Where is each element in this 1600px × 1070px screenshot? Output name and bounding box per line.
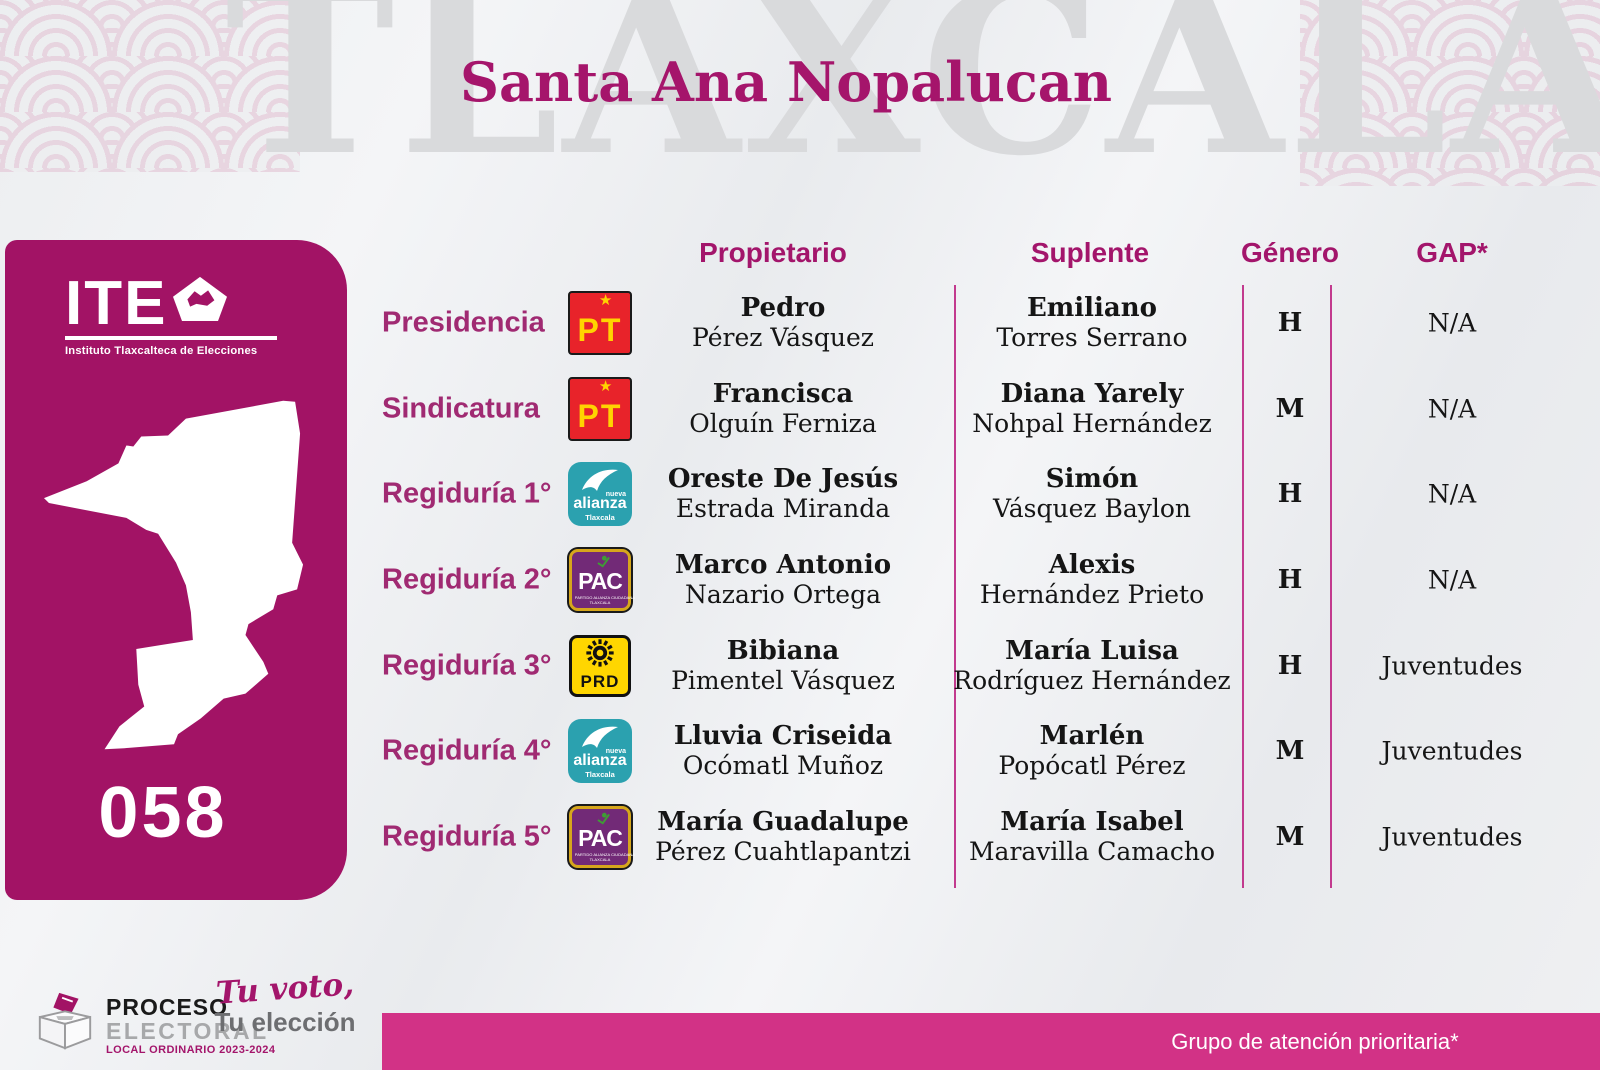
- propietario-name: Bibiana Pimentel Vásquez: [671, 635, 895, 695]
- party-logo: ★ PT: [568, 376, 632, 441]
- swoosh-icon: [582, 469, 618, 492]
- suplente-name: Alexis Hernández Prieto: [979, 550, 1205, 610]
- column-header-gap: GAP*: [1416, 237, 1488, 268]
- proceso-line3: LOCAL ORDINARIO 2023-2024: [106, 1044, 276, 1056]
- genero-value: H: [1277, 650, 1303, 681]
- genero-value: M: [1275, 736, 1305, 767]
- column-header-genero: Género: [1240, 237, 1340, 268]
- suplente-name: Marlén Popócatl Pérez: [998, 721, 1186, 781]
- wave-pattern-top-left: [0, 0, 300, 172]
- party-logo: nueva alianza Tlaxcala: [568, 462, 632, 527]
- column-divider: [1330, 285, 1332, 888]
- suplente-name: María Luisa Rodríguez Hernández: [953, 635, 1231, 695]
- column-divider: [1242, 285, 1244, 888]
- party-logo-pac: PAC PARTIDO ALIANZA CIUDADANA TLAXCALA: [569, 806, 635, 869]
- table-row: Sindicatura ★ PT Francisca Olguín Ferniza…: [370, 366, 1570, 452]
- table-row: Regiduría 3° PRD Bibiana Pimentel Vásquez…: [370, 623, 1570, 709]
- swoosh-icon: [582, 727, 618, 749]
- position-label: Regiduría 2°: [382, 563, 552, 596]
- proceso-line1: PROCESO: [106, 994, 229, 1020]
- ite-logo: ITE Instituto Tlaxcalteca de Elecciones: [65, 269, 277, 357]
- suplente-name: María Isabel Maravilla Camacho: [968, 807, 1216, 867]
- municipality-card: ITE Instituto Tlaxcalteca de Elecciones …: [5, 240, 347, 900]
- genero-value: M: [1275, 393, 1305, 424]
- table-row: Regiduría 5° PAC PARTIDO ALIANZA CIUDADA…: [370, 794, 1570, 880]
- municipality-number: 058: [98, 773, 228, 853]
- party-logo-nueva-alianza: nueva alianza Tlaxcala: [568, 462, 632, 527]
- table-rows: Presidencia ★ PT Pedro Pérez Vásquez Emil…: [370, 280, 1570, 880]
- table-row: Regiduría 1° nueva alianza Tlaxcala Ores…: [370, 451, 1570, 537]
- municipality-title: Santa Ana Nopalucan: [460, 50, 1112, 114]
- candidates-table: Propietario Suplente Género GAP* Preside…: [370, 225, 1570, 890]
- gap-value: N/A: [1427, 308, 1477, 338]
- sun-icon: [586, 639, 614, 667]
- suplente-name: Emiliano Torres Serrano: [996, 292, 1188, 352]
- ite-underline: [65, 336, 277, 340]
- gap-footnote-banner: Grupo de atención prioritaria*: [382, 1013, 1600, 1070]
- party-logo-pt: ★ PT: [568, 290, 632, 355]
- position-label: Sindicatura: [382, 392, 540, 425]
- gap-value: Juventudes: [1381, 736, 1523, 766]
- star-icon: ★: [598, 291, 613, 309]
- table-row: Presidencia ★ PT Pedro Pérez Vásquez Emil…: [370, 280, 1570, 366]
- suplente-name: Diana Yarely Nohpal Hernández: [972, 378, 1212, 438]
- figure-icon: [597, 555, 610, 568]
- gap-value: Juventudes: [1381, 651, 1523, 681]
- genero-value: H: [1277, 565, 1303, 596]
- ballot-box-icon: [173, 276, 228, 321]
- party-logo: PRD: [569, 634, 631, 697]
- genero-value: M: [1275, 822, 1305, 853]
- slogan: Tu voto, Tu elección: [205, 966, 365, 1037]
- gap-value: N/A: [1427, 479, 1477, 509]
- propietario-name: Marco Antonio Nazario Ortega: [674, 550, 892, 610]
- genero-value: H: [1277, 307, 1303, 338]
- slogan-tu-eleccion: Tu elección: [214, 1007, 356, 1037]
- party-logo: nueva alianza Tlaxcala: [568, 719, 632, 784]
- column-header-suplente: Suplente: [1030, 237, 1150, 268]
- party-logo-nueva-alianza: nueva alianza Tlaxcala: [568, 719, 632, 784]
- party-logo-pt: ★ PT: [568, 376, 632, 441]
- position-label: Presidencia: [382, 306, 545, 339]
- propietario-name: Lluvia Criseida Ocómatl Muñoz: [673, 721, 893, 781]
- table-row: Regiduría 2° PAC PARTIDO ALIANZA CIUDADA…: [370, 537, 1570, 623]
- party-logo: PAC PARTIDO ALIANZA CIUDADANA TLAXCALA: [569, 806, 635, 869]
- party-logo-pac: PAC PARTIDO ALIANZA CIUDADANA TLAXCALA: [569, 549, 635, 612]
- propietario-name: Oreste De Jesús Estrada Miranda: [667, 464, 899, 524]
- genero-value: H: [1277, 479, 1303, 510]
- position-label: Regiduría 5°: [382, 820, 552, 853]
- column-divider: [954, 285, 956, 888]
- gap-value: N/A: [1427, 565, 1477, 595]
- state-watermark: TLAXCALA: [225, 0, 1600, 206]
- party-logo-prd: PRD: [569, 634, 631, 697]
- position-label: Regiduría 3°: [382, 649, 552, 682]
- proceso-electoral-logo: PROCESO ELECTORAL LOCAL ORDINARIO 2023-2…: [30, 990, 275, 1057]
- gap-value: N/A: [1427, 394, 1477, 424]
- slogan-tu-voto: Tu voto,: [214, 966, 356, 1012]
- star-icon: ★: [598, 377, 613, 395]
- table-row: Regiduría 4° nueva alianza Tlaxcala Lluv…: [370, 709, 1570, 795]
- suplente-name: Simón Vásquez Baylon: [992, 464, 1192, 524]
- gap-value: Juventudes: [1381, 822, 1523, 852]
- party-logo: ★ PT: [568, 290, 632, 355]
- gap-footnote-text: Grupo de atención prioritaria*: [1171, 1028, 1459, 1054]
- figure-icon: [597, 812, 610, 825]
- position-label: Regiduría 1°: [382, 477, 552, 510]
- propietario-name: Pedro Pérez Vásquez: [692, 292, 874, 352]
- ballot-box-outline-icon: [38, 992, 92, 1050]
- position-label: Regiduría 4°: [382, 734, 552, 767]
- propietario-name: Francisca Olguín Ferniza: [689, 378, 877, 438]
- ite-logo-text: ITE: [65, 269, 168, 338]
- propietario-name: María Guadalupe Pérez Cuahtlapantzi: [655, 807, 911, 867]
- party-logo: PAC PARTIDO ALIANZA CIUDADANA TLAXCALA: [569, 549, 635, 612]
- municipality-map: [43, 400, 304, 750]
- proceso-line2: ELECTORAL: [106, 1018, 269, 1044]
- column-header-propietario: Propietario: [699, 237, 847, 268]
- ite-caption: Instituto Tlaxcalteca de Elecciones: [65, 345, 258, 357]
- wave-pattern-top-right: [1300, 0, 1600, 186]
